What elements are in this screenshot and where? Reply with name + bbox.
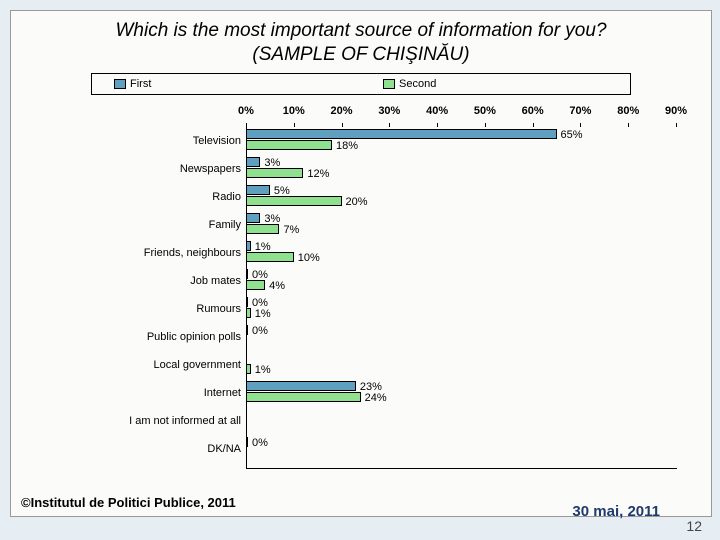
category-label: DK/NA bbox=[41, 443, 241, 455]
legend-label-first: First bbox=[130, 78, 151, 90]
bar-value-label: 0% bbox=[252, 437, 268, 449]
bar-value-label: 4% bbox=[269, 280, 285, 292]
chart-row: Internet23%24% bbox=[41, 379, 681, 407]
category-label: Local government bbox=[41, 359, 241, 371]
bar bbox=[246, 381, 356, 391]
bar-value-label: 1% bbox=[255, 364, 271, 376]
bar-value-label: 18% bbox=[336, 140, 358, 152]
bar-value-label: 12% bbox=[307, 168, 329, 180]
bar bbox=[246, 157, 260, 167]
bar-value-label: 20% bbox=[346, 196, 368, 208]
tick-label: 80% bbox=[617, 105, 639, 117]
chart-row: Family3%7% bbox=[41, 211, 681, 239]
tick-label: 0% bbox=[238, 105, 254, 117]
bar bbox=[246, 269, 248, 279]
bar bbox=[246, 392, 361, 402]
bar bbox=[246, 140, 332, 150]
bar bbox=[246, 129, 557, 139]
title-line2: (SAMPLE OF CHIŞINĂU) bbox=[252, 44, 469, 65]
category-label: Friends, neighbours bbox=[41, 247, 241, 259]
chart-row: Rumours0%1% bbox=[41, 295, 681, 323]
bar bbox=[246, 168, 303, 178]
tick-label: 30% bbox=[378, 105, 400, 117]
bar bbox=[246, 364, 251, 374]
chart-row: I am not informed at all bbox=[41, 407, 681, 435]
chart-row: Friends, neighbours1%10% bbox=[41, 239, 681, 267]
category-label: I am not informed at all bbox=[41, 415, 241, 427]
swatch-first bbox=[114, 79, 126, 89]
bar bbox=[246, 297, 248, 307]
bar bbox=[246, 325, 248, 335]
tick-label: 90% bbox=[665, 105, 687, 117]
chart-row: Local government 1% bbox=[41, 351, 681, 379]
legend: First Second bbox=[91, 73, 631, 95]
tick-label: 60% bbox=[522, 105, 544, 117]
chart-row: Newspapers3%12% bbox=[41, 155, 681, 183]
legend-label-second: Second bbox=[399, 78, 436, 90]
category-label: Internet bbox=[41, 387, 241, 399]
category-label: Public opinion polls bbox=[41, 331, 241, 343]
category-label: Rumours bbox=[41, 303, 241, 315]
chart-card: Which is the most important source of in… bbox=[10, 10, 712, 517]
bar-value-label: 10% bbox=[298, 252, 320, 264]
category-label: Job mates bbox=[41, 275, 241, 287]
bar bbox=[246, 280, 265, 290]
bar-value-label: 7% bbox=[283, 224, 299, 236]
page-number: 12 bbox=[686, 518, 702, 534]
category-label: Television bbox=[41, 135, 241, 147]
bar-value-label: 24% bbox=[365, 392, 387, 404]
chart-row: Radio5%20% bbox=[41, 183, 681, 211]
bar bbox=[246, 213, 260, 223]
tick-label: 10% bbox=[283, 105, 305, 117]
chart-row: DK/NA 0% bbox=[41, 435, 681, 463]
tick-label: 40% bbox=[426, 105, 448, 117]
tick-label: 50% bbox=[474, 105, 496, 117]
bar bbox=[246, 196, 342, 206]
category-label: Newspapers bbox=[41, 163, 241, 175]
bar-value-label: 65% bbox=[561, 129, 583, 141]
copyright: ©Institutul de Politici Publice, 2011 bbox=[21, 495, 236, 510]
date-label: 30 mai, 2011 bbox=[572, 503, 660, 520]
chart-title: Which is the most important source of in… bbox=[31, 19, 691, 67]
bar bbox=[246, 185, 270, 195]
title-line1: Which is the most important source of in… bbox=[115, 20, 606, 41]
category-label: Family bbox=[41, 219, 241, 231]
chart-area: 0%10%20%30%40%50%60%70%80%90% Television… bbox=[41, 105, 681, 475]
chart-row: Public opinion polls 0% bbox=[41, 323, 681, 351]
bar bbox=[246, 308, 251, 318]
tick-label: 20% bbox=[331, 105, 353, 117]
bar bbox=[246, 241, 251, 251]
legend-first: First bbox=[92, 78, 361, 90]
bar-value-label: 1% bbox=[255, 308, 271, 320]
tick-label: 70% bbox=[569, 105, 591, 117]
bar bbox=[246, 437, 248, 447]
category-label: Radio bbox=[41, 191, 241, 203]
chart-row: Job mates0%4% bbox=[41, 267, 681, 295]
chart-row: Television 65% 18% bbox=[41, 127, 681, 155]
bar-value-label: 0% bbox=[252, 325, 268, 337]
bar bbox=[246, 252, 294, 262]
swatch-second bbox=[383, 79, 395, 89]
bar bbox=[246, 224, 279, 234]
legend-second: Second bbox=[361, 78, 630, 90]
